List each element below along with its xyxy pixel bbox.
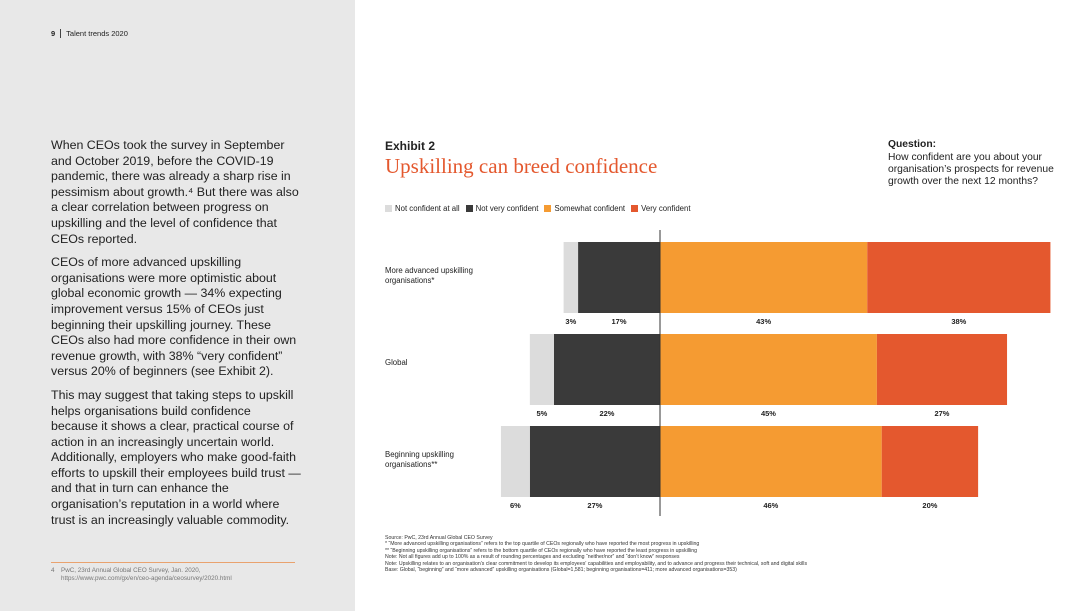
legend-label: Very confident bbox=[641, 204, 691, 213]
value-label: 46% bbox=[763, 501, 778, 510]
value-label: 5% bbox=[536, 409, 547, 418]
legend-item: Not very confident bbox=[465, 204, 539, 213]
legend-item: Very confident bbox=[631, 204, 691, 213]
note: Base: Global, “beginning” and “more adva… bbox=[385, 567, 737, 574]
value-label: 3% bbox=[565, 317, 576, 326]
category-label: Global bbox=[385, 358, 408, 367]
paragraph: This may suggest that taking steps to up… bbox=[51, 387, 301, 527]
note: Note: Not all figures add up to 100% as … bbox=[385, 554, 680, 561]
exhibit-label: Exhibit 2 bbox=[385, 139, 436, 153]
value-label: 27% bbox=[934, 409, 949, 418]
value-label: 45% bbox=[761, 409, 776, 418]
bar-segment bbox=[578, 242, 660, 313]
legend-swatch bbox=[631, 205, 639, 212]
legend-swatch bbox=[544, 205, 552, 212]
legend: Not confident at all Not very confident So… bbox=[385, 204, 691, 213]
legend-label: Not very confident bbox=[475, 204, 539, 213]
header: 9 Talent trends 2020 bbox=[51, 29, 128, 38]
value-label: 17% bbox=[612, 317, 627, 326]
paragraph: When CEOs took the survey in September a… bbox=[51, 138, 299, 246]
footnote: 4 PwC, 23rd Annual Global CEO Survey, Jan… bbox=[51, 567, 311, 583]
bar-segment bbox=[529, 334, 554, 405]
note: Note: Upskilling relates to an organisat… bbox=[385, 560, 808, 567]
footnote-url: https://www.pwc.com/gx/en/ceo-agenda/ceo… bbox=[61, 575, 232, 582]
bar-segment bbox=[553, 334, 660, 405]
bar-segment bbox=[500, 426, 530, 497]
legend-label: Somewhat confident bbox=[554, 204, 626, 213]
note: Source: PwC, 23rd Annual Global CEO Surv… bbox=[385, 535, 493, 541]
side-panel bbox=[0, 0, 355, 611]
page-number: 9 bbox=[51, 29, 56, 38]
category-label: More advanced upskilling organisations* bbox=[385, 266, 473, 285]
legend-label: Not confident at all bbox=[395, 204, 460, 213]
bar-segment bbox=[563, 242, 579, 313]
value-label: 6% bbox=[510, 501, 521, 510]
body-text: When CEOs took the survey in September a… bbox=[51, 138, 301, 536]
question-label: Question: bbox=[888, 139, 937, 150]
source-notes: Source: PwC, 23rd Annual Global CEO Surv… bbox=[385, 535, 807, 573]
header-title: Talent trends 2020 bbox=[60, 29, 128, 38]
value-label: 43% bbox=[756, 317, 771, 326]
legend-swatch bbox=[465, 205, 473, 212]
note: * “More advanced upskilling organisation… bbox=[385, 541, 700, 548]
value-label: 38% bbox=[951, 317, 966, 326]
value-label: 20% bbox=[922, 501, 937, 510]
bar-segment bbox=[660, 426, 882, 497]
footnote-rule bbox=[51, 562, 295, 563]
bar-segment bbox=[660, 334, 877, 405]
legend-item: Somewhat confident bbox=[544, 204, 625, 213]
question: How confident are you about your organis… bbox=[888, 152, 1054, 188]
note: ** “Beginning upskilling organisations” … bbox=[385, 547, 697, 554]
bar-segment bbox=[660, 242, 868, 313]
value-label: 22% bbox=[599, 409, 614, 418]
legend-item: Not confident at all bbox=[385, 204, 460, 213]
bar-segment bbox=[876, 334, 1008, 405]
bar-segment bbox=[881, 426, 979, 497]
footnote-text: PwC, 23rd Annual Global CEO Survey, Jan.… bbox=[61, 567, 201, 574]
paragraph: CEOs of more advanced upskilling organis… bbox=[51, 255, 297, 379]
bar-segment bbox=[867, 242, 1051, 313]
legend-swatch bbox=[385, 205, 392, 212]
chart-title: Upskilling can breed confidence bbox=[385, 154, 658, 178]
value-label: 27% bbox=[587, 501, 602, 510]
bar-segment bbox=[529, 426, 660, 497]
category-label: Beginning upskilling organisations** bbox=[385, 450, 454, 469]
footnote-number: 4 bbox=[51, 567, 55, 574]
